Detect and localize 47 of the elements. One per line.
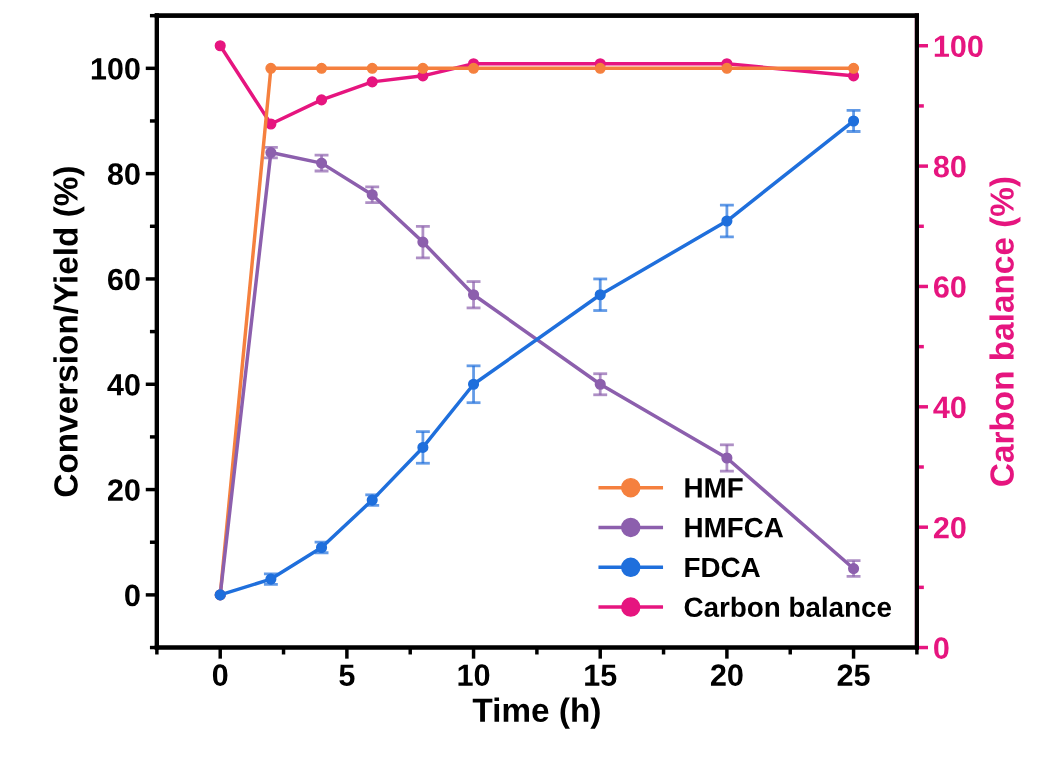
legend-label: FDCA [685,557,760,578]
point [594,62,606,74]
y2-tick-label: 100 [934,35,983,58]
y-axis-title: Conversion/Yield (%) [53,167,85,497]
x-axis-title: Time (h) [472,697,600,729]
point [467,378,480,390]
point [366,189,378,201]
x-tick-label: 15 [585,664,617,686]
point [315,94,328,106]
point [594,289,606,301]
y-tick-label: 60 [108,268,140,291]
x-tick-label: 10 [458,664,490,686]
point [848,62,860,74]
point [467,289,480,301]
y-tick-label: 100 [91,58,140,80]
x-tick-label: 5 [339,664,355,686]
y2-tick-label: 60 [933,276,966,298]
point [417,441,429,454]
y-tick-label: 80 [107,163,140,185]
legend-label: HMF [685,478,743,498]
x-tick-label: 20 [710,664,743,686]
y2-tick-label: 40 [933,396,966,419]
point [366,76,378,88]
y2-tick-label: 80 [933,155,966,178]
x-tick-label: 0 [212,664,228,686]
y2-tick-label: 0 [934,637,949,659]
point [366,62,378,74]
point [417,236,429,248]
y-tick-label: 0 [125,584,140,607]
point [265,62,277,74]
point [467,62,480,74]
y-tick-label: 20 [107,479,140,501]
point [594,378,606,390]
point [417,62,429,74]
y2-axis-title: Carbon balance (%) [989,177,1021,486]
y-tick-label: 40 [107,373,140,396]
point [315,157,328,169]
point [721,452,733,464]
point [848,115,860,127]
point [721,215,733,227]
point [721,62,733,74]
point [214,40,226,52]
point [315,62,328,74]
legend-label: Carbon balance [684,596,891,618]
y2-tick-label: 20 [933,516,966,539]
x-tick-label: 25 [837,664,870,686]
legend-label: HMFCA [685,517,784,538]
